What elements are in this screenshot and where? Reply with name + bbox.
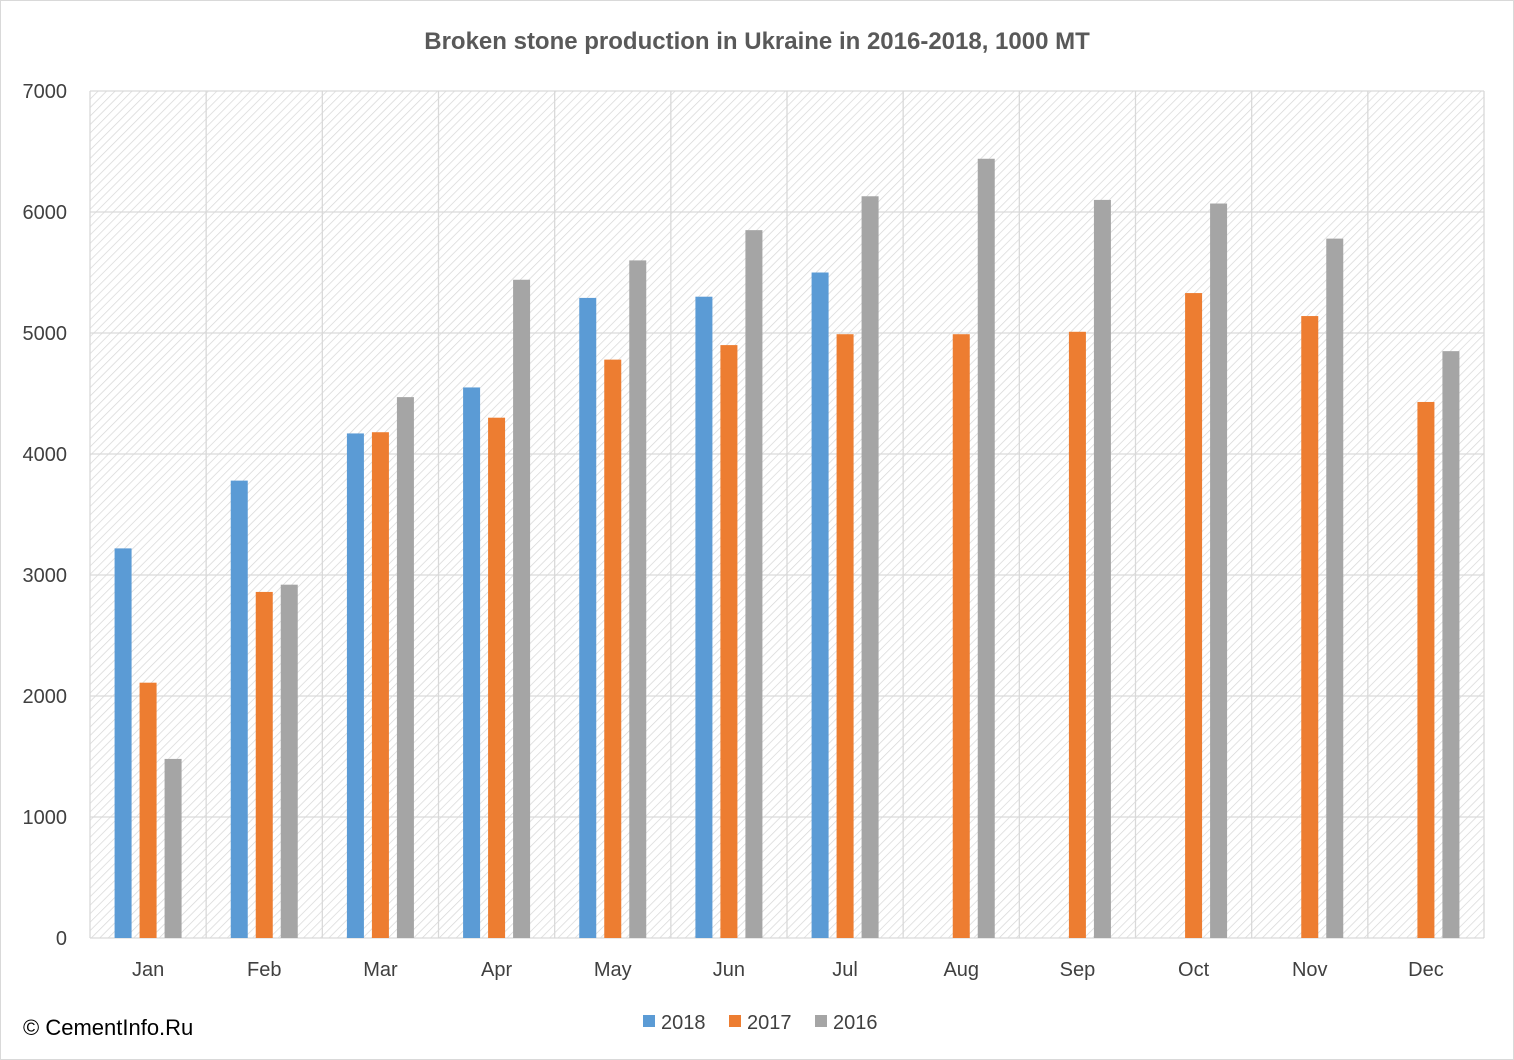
y-tick-label: 1000: [23, 807, 68, 829]
x-tick-label: Dec: [1408, 959, 1444, 981]
legend-label-2017: 2017: [747, 1012, 792, 1034]
x-tick-label: Jul: [832, 959, 858, 981]
bar-2017-feb: [255, 591, 273, 938]
bar-2017-jul: [836, 334, 854, 939]
x-tick-label: Jun: [713, 959, 745, 981]
bar-2017-jan: [139, 682, 157, 938]
bar-2017-oct: [1185, 293, 1203, 938]
bar-2018-jun: [695, 296, 713, 938]
bars: [114, 158, 1460, 939]
x-tick-label: Mar: [363, 959, 398, 981]
bar-2016-sep: [1093, 199, 1111, 938]
bar-2018-jul: [811, 272, 829, 938]
grid-lines: [89, 90, 1485, 939]
legend-swatch-2018: [643, 1015, 655, 1027]
y-tick-label: 7000: [23, 81, 68, 103]
bar-2016-jun: [745, 230, 763, 938]
bar-2016-nov: [1326, 238, 1344, 938]
bar-2018-apr: [463, 387, 481, 938]
bar-2016-oct: [1210, 203, 1228, 938]
legend-label-2016: 2016: [833, 1012, 878, 1034]
y-tick-label: 5000: [23, 323, 68, 345]
bar-2018-mar: [346, 433, 364, 938]
x-tick-label: Jan: [132, 959, 164, 981]
bar-2016-mar: [396, 397, 414, 938]
x-axis-ticks: Jan Feb Mar Apr May Jun Jul Aug Sep Oct Nov Dec: [132, 959, 1444, 981]
bar-2016-jan: [164, 758, 182, 938]
copyright-text: © CementInfo.Ru: [23, 1015, 193, 1040]
x-tick-label: Oct: [1178, 959, 1210, 981]
bar-2016-apr: [513, 279, 531, 938]
bar-2017-mar: [371, 432, 389, 938]
y-axis-ticks: 0 1000 2000 3000 4000 5000 6000 7000: [23, 81, 68, 950]
x-tick-label: Sep: [1060, 959, 1096, 981]
bar-2017-apr: [488, 417, 506, 938]
bar-2016-feb: [280, 584, 298, 938]
y-tick-label: 6000: [23, 202, 68, 224]
legend-label-2018: 2018: [661, 1012, 706, 1034]
legend-swatch-2016: [815, 1015, 827, 1027]
y-tick-label: 3000: [23, 565, 68, 587]
chart-title: Broken stone production in Ukraine in 20…: [424, 28, 1090, 55]
x-tick-label: Feb: [247, 959, 281, 981]
legend: 2018 2017 2016: [643, 1012, 878, 1034]
x-tick-label: Nov: [1292, 959, 1328, 981]
bar-2017-dec: [1417, 401, 1435, 939]
x-tick-label: Apr: [481, 959, 512, 981]
bar-2016-dec: [1442, 351, 1460, 938]
bar-2017-jun: [720, 345, 738, 939]
y-tick-label: 4000: [23, 444, 68, 466]
y-tick-label: 0: [56, 928, 67, 950]
bar-2016-aug: [977, 158, 995, 938]
x-tick-label: May: [594, 959, 632, 981]
bar-2018-feb: [230, 480, 248, 938]
x-tick-label: Aug: [943, 959, 979, 981]
bar-2017-nov: [1301, 316, 1319, 938]
bar-2018-jan: [114, 548, 132, 938]
bar-2016-jul: [861, 196, 879, 938]
bar-2018-may: [579, 297, 597, 938]
bar-2017-may: [604, 359, 622, 938]
bar-2017-sep: [1068, 331, 1086, 938]
bar-2017-aug: [952, 334, 970, 939]
bar-2016-may: [629, 260, 647, 938]
legend-swatch-2017: [729, 1015, 741, 1027]
y-tick-label: 2000: [23, 686, 68, 708]
